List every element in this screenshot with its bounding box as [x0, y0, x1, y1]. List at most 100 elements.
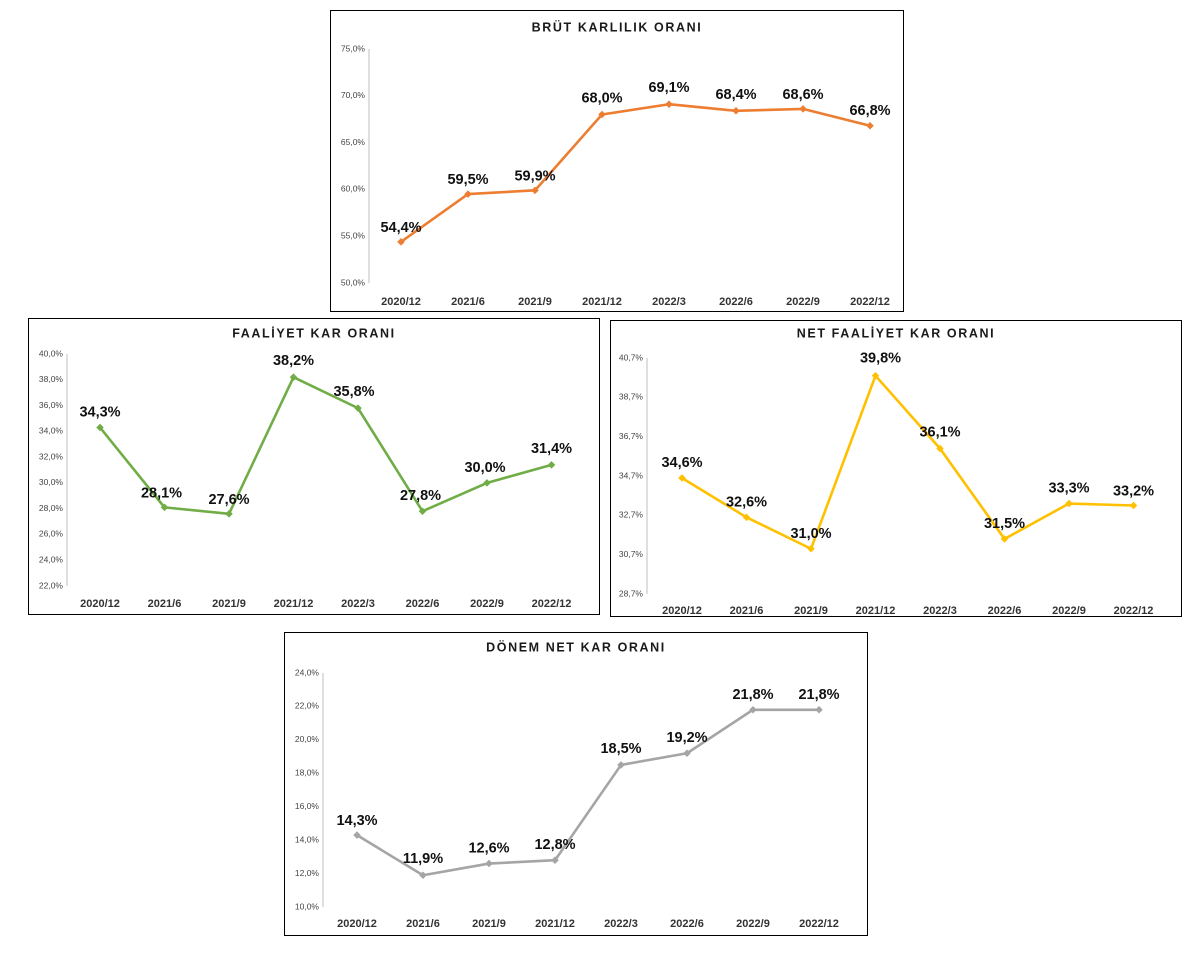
- data-point: [96, 423, 104, 432]
- data-point: [866, 121, 874, 130]
- chart-title: FAALİYET KAR ORANI: [232, 325, 396, 340]
- y-tick-label: 75,0%: [341, 43, 366, 53]
- x-tick-label: 2022/3: [341, 598, 375, 610]
- data-point: [464, 190, 472, 198]
- chart-donem-net-kar: DÖNEM NET KAR ORANI 10,0% 12,0% 14,0% 16,0% 1…: [284, 632, 868, 936]
- chart-faaliyet-kar: FAALİYET KAR ORANI 22,0% 24,0% 26,0% 28,0% 30…: [28, 318, 600, 615]
- x-tick-label: 2021/9: [212, 598, 246, 610]
- y-tick-label: 55,0%: [341, 230, 366, 240]
- data-point: [353, 831, 361, 839]
- data-label: 38,2%: [273, 353, 314, 369]
- data-label: 21,8%: [798, 687, 839, 703]
- x-tick-label: 2020/12: [337, 918, 377, 930]
- data-point: [1000, 535, 1009, 543]
- data-label: 31,4%: [531, 441, 572, 457]
- data-label: 28,1%: [141, 485, 182, 501]
- data-label: 68,0%: [581, 91, 622, 107]
- y-tick-label: 34,0%: [39, 426, 64, 436]
- y-tick-label: 38,0%: [39, 374, 64, 384]
- data-point: [419, 871, 427, 880]
- x-tick-label: 2022/12: [850, 296, 890, 308]
- data-point: [483, 479, 491, 487]
- data-label: 19,2%: [666, 730, 707, 746]
- x-tick-label: 2021/6: [451, 296, 485, 308]
- x-tick-label: 2022/12: [1114, 605, 1154, 616]
- x-tick-label: 2022/9: [736, 918, 770, 930]
- data-point: [289, 373, 298, 381]
- y-tick-label: 50,0%: [341, 277, 366, 287]
- data-point: [799, 105, 807, 113]
- data-label: 12,8%: [534, 837, 575, 853]
- x-tick-label: 2020/12: [381, 296, 421, 308]
- chart-svg: DÖNEM NET KAR ORANI 10,0% 12,0% 14,0% 16,0% 1…: [295, 639, 840, 930]
- data-point: [617, 761, 625, 769]
- x-tick-label: 2022/12: [532, 598, 572, 610]
- y-tick-label: 60,0%: [341, 184, 366, 194]
- chart-svg: BRÜT KARLILIK ORANI 50,0% 55,0% 60,0% 65,0% 7…: [341, 19, 891, 308]
- x-tick-label: 2021/6: [406, 918, 440, 930]
- x-tick-label: 2022/6: [406, 598, 440, 610]
- y-tick-label: 30,0%: [39, 477, 64, 487]
- x-tick-label: 2022/6: [988, 605, 1022, 616]
- x-tick-label: 2022/3: [604, 918, 638, 930]
- y-tick-label: 22,0%: [295, 701, 320, 711]
- y-tick-label: 40,7%: [619, 352, 644, 362]
- data-point: [485, 859, 493, 868]
- x-tick-label: 2022/3: [923, 605, 957, 616]
- data-label: 66,8%: [849, 103, 890, 119]
- x-tick-label: 2020/12: [662, 605, 702, 616]
- series-line: [355, 708, 821, 877]
- data-label: 34,3%: [79, 404, 120, 420]
- data-point: [749, 706, 757, 714]
- data-point: [354, 404, 362, 412]
- data-point: [1129, 501, 1138, 510]
- data-label: 54,4%: [380, 220, 421, 236]
- y-tick-label: 20,0%: [295, 734, 320, 744]
- data-point: [665, 100, 673, 108]
- y-tick-label: 18,0%: [295, 768, 320, 778]
- data-point: [732, 107, 740, 115]
- chart-title: BRÜT KARLILIK ORANI: [532, 19, 703, 34]
- data-point: [418, 507, 427, 516]
- data-point: [683, 749, 691, 757]
- y-tick-label: 28,0%: [39, 503, 64, 513]
- x-tick-label: 2021/9: [794, 605, 828, 616]
- data-label: 35,8%: [333, 384, 374, 400]
- data-label: 31,5%: [984, 516, 1025, 532]
- y-tick-label: 70,0%: [341, 90, 366, 100]
- data-point: [598, 110, 606, 119]
- y-tick-label: 14,0%: [295, 834, 320, 844]
- y-tick-label: 65,0%: [341, 137, 366, 147]
- y-tick-label: 26,0%: [39, 529, 64, 539]
- x-tick-label: 2021/12: [274, 598, 314, 610]
- y-tick-label: 28,7%: [619, 588, 644, 598]
- y-tick-label: 24,0%: [39, 554, 64, 564]
- y-tick-label: 30,7%: [619, 549, 644, 559]
- data-point: [1065, 499, 1073, 508]
- data-point: [551, 856, 559, 864]
- x-tick-label: 2022/6: [719, 296, 753, 308]
- data-label: 36,1%: [919, 424, 960, 440]
- x-tick-label: 2021/9: [472, 918, 506, 930]
- data-label: 32,6%: [726, 494, 767, 510]
- y-tick-label: 38,7%: [619, 392, 644, 402]
- y-tick-label: 16,0%: [295, 801, 320, 811]
- data-label: 59,5%: [447, 172, 488, 188]
- data-point: [742, 513, 751, 522]
- y-tick-label: 12,0%: [295, 868, 320, 878]
- data-label: 59,9%: [514, 168, 555, 184]
- x-tick-label: 2022/9: [1052, 605, 1086, 616]
- data-point: [815, 706, 823, 714]
- x-tick-label: 2022/9: [786, 296, 820, 308]
- x-tick-label: 2020/12: [80, 598, 120, 610]
- data-label: 33,3%: [1048, 481, 1089, 497]
- chart-svg: NET FAALİYET KAR ORANI 28,7% 30,7% 32,7% 34,…: [619, 325, 1154, 616]
- data-point: [531, 186, 539, 195]
- chart-brut-karlilik: BRÜT KARLILIK ORANI 50,0% 55,0% 60,0% 65,0% 7…: [330, 10, 904, 312]
- y-tick-label: 34,7%: [619, 470, 644, 480]
- chart-title: NET FAALİYET KAR ORANI: [797, 325, 995, 340]
- data-label: 14,3%: [336, 813, 377, 829]
- data-point: [225, 510, 233, 518]
- data-label: 68,4%: [715, 87, 756, 103]
- data-label: 31,0%: [790, 526, 831, 542]
